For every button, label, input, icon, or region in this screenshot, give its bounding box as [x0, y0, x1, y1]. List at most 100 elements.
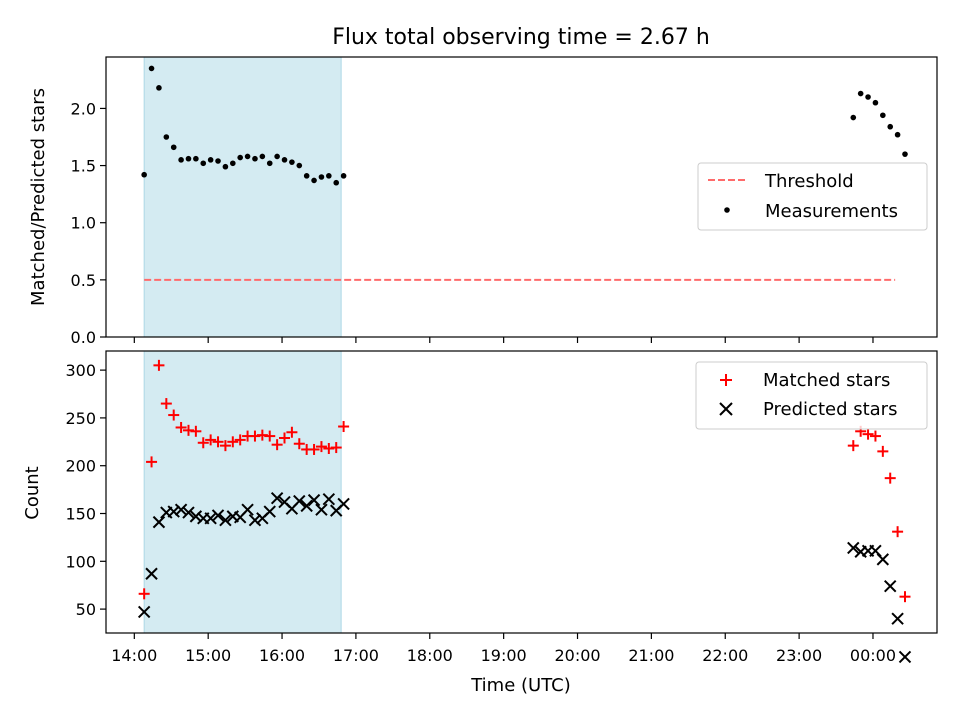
matched-stars-point — [308, 443, 320, 455]
measurement-point — [163, 134, 170, 140]
measurement-point — [296, 162, 303, 169]
matched-stars-point — [160, 398, 172, 410]
predicted-stars-point — [270, 492, 284, 505]
predicted-stars-point — [241, 503, 254, 516]
count-panel: 14:00 15:00 16:00 17:00 18:00 19:00 20:00 21:00… — [22, 350, 938, 665]
matched-stars-point — [168, 409, 180, 421]
measurement-point — [902, 151, 908, 157]
y-tick-label: 0.0 — [71, 328, 96, 347]
predicted-stars-point — [189, 510, 203, 523]
matched-stars-point — [153, 359, 165, 371]
measurement-point — [303, 173, 310, 179]
measurement-point — [318, 174, 325, 180]
matched-stars-point — [884, 472, 896, 484]
matched-stars-point — [315, 441, 327, 453]
x-tick-label: 19:00 — [481, 646, 527, 665]
measurement-point — [156, 85, 162, 91]
matched-stars-point — [190, 425, 202, 437]
measurement-point — [148, 65, 155, 72]
predicted-stars-point — [322, 492, 336, 506]
matched-stars-point — [138, 588, 150, 600]
predicted-stars-point — [137, 605, 151, 619]
ratio-panel-legend-box — [697, 162, 928, 231]
matched-stars-point — [219, 440, 231, 452]
ratio-panel-y-ticks: 0.0 0.5 1.0 1.5 2.0 — [71, 99, 106, 347]
measurement-point — [230, 160, 236, 167]
matched-stars-point — [279, 432, 291, 444]
y-tick-label: 1.0 — [71, 214, 96, 233]
measurement-point — [894, 131, 901, 138]
matched-stars-point — [234, 434, 246, 446]
predicted-stars-point — [167, 505, 180, 518]
measurement-point — [880, 112, 886, 119]
predicted-stars-legend-swatch — [719, 402, 733, 416]
matched-stars-point — [264, 430, 276, 442]
threshold-legend-label: Threshold — [764, 171, 854, 192]
predicted-stars-point — [211, 509, 225, 522]
matched-stars-legend-swatch — [720, 374, 732, 386]
predicted-stars-point — [182, 506, 195, 519]
measurement-point — [200, 160, 207, 167]
x-tick-label: 23:00 — [776, 646, 822, 665]
measurement-point — [850, 114, 857, 121]
count-panel-x-ticks: 14:00 15:00 16:00 17:00 18:00 19:00 20:00 21:00… — [111, 633, 896, 665]
measurement-point — [237, 154, 243, 161]
shaded-span-rect — [143, 350, 342, 634]
measurement-point — [222, 163, 229, 170]
measurement-point — [170, 144, 177, 151]
matched-stars-legend-label: Matched stars — [763, 370, 890, 391]
matched-stars-point — [892, 526, 904, 538]
x-tick-label: 16:00 — [259, 646, 305, 665]
x-tick-label: 22:00 — [702, 646, 748, 665]
ratio-panel-frame — [105, 56, 938, 338]
measurement-point — [185, 155, 192, 162]
predicted-stars-point — [337, 497, 350, 511]
matched-stars-point — [271, 439, 283, 451]
x-tick-label: 20:00 — [554, 646, 600, 665]
x-tick-label: 15:00 — [185, 646, 231, 665]
measurement-point — [311, 177, 317, 184]
matched-stars-point — [197, 437, 209, 449]
measurement-point — [207, 157, 214, 163]
x-tick-label: 18:00 — [407, 646, 453, 665]
measurement-point — [289, 159, 295, 165]
x-tick-label: 21:00 — [628, 646, 674, 665]
x-axis-label: Time (UTC) — [470, 675, 571, 696]
measurement-point — [141, 171, 147, 178]
predicted-stars-point — [145, 567, 158, 580]
measurements-legend-label: Measurements — [765, 201, 898, 222]
ratio-panel: 0.00.51.01.52.0 Matched/Predicted stars … — [28, 56, 938, 347]
matched-stars-point — [877, 445, 889, 457]
predicted-stars-point — [248, 513, 262, 527]
y-tick-label: 50 — [76, 600, 96, 619]
predicted-stars-legend-label: Predicted stars — [763, 399, 897, 420]
matched-stars-point — [205, 434, 217, 446]
predicted-stars-point — [174, 503, 188, 516]
matched-stars-point — [227, 436, 239, 448]
measurement-point — [215, 158, 221, 164]
measurement-point — [857, 90, 864, 97]
figure-title: Flux total observing time = 2.67 h — [332, 25, 710, 50]
observing-window-span — [143, 350, 342, 634]
ratio-panel-legend: Threshold Measurements — [697, 162, 928, 231]
count-panel-y-ticks: 50 100 150 200 250 300 — [65, 361, 106, 619]
predicted-stars-point — [307, 493, 321, 507]
count-panel-frame — [105, 350, 938, 634]
measurement-point — [266, 160, 273, 167]
matched-stars-point — [212, 436, 224, 448]
y-tick-label: 100 — [65, 552, 96, 571]
measurement-point — [872, 99, 879, 106]
measurements-legend-swatch — [724, 207, 730, 213]
count-panel-legend-box — [695, 361, 928, 430]
measurement-point — [281, 157, 288, 163]
y-tick-label: 2.0 — [71, 99, 96, 118]
predicted-stars-point — [219, 513, 232, 527]
matched-stars-point — [847, 440, 859, 452]
measurement-point — [274, 153, 280, 160]
x-tick-label: 17:00 — [333, 646, 379, 665]
y-tick-label: 250 — [65, 409, 96, 428]
predicted-stars-point — [204, 512, 217, 525]
predicted-stars-point — [315, 503, 328, 516]
y-tick-label: 0.5 — [71, 271, 96, 290]
